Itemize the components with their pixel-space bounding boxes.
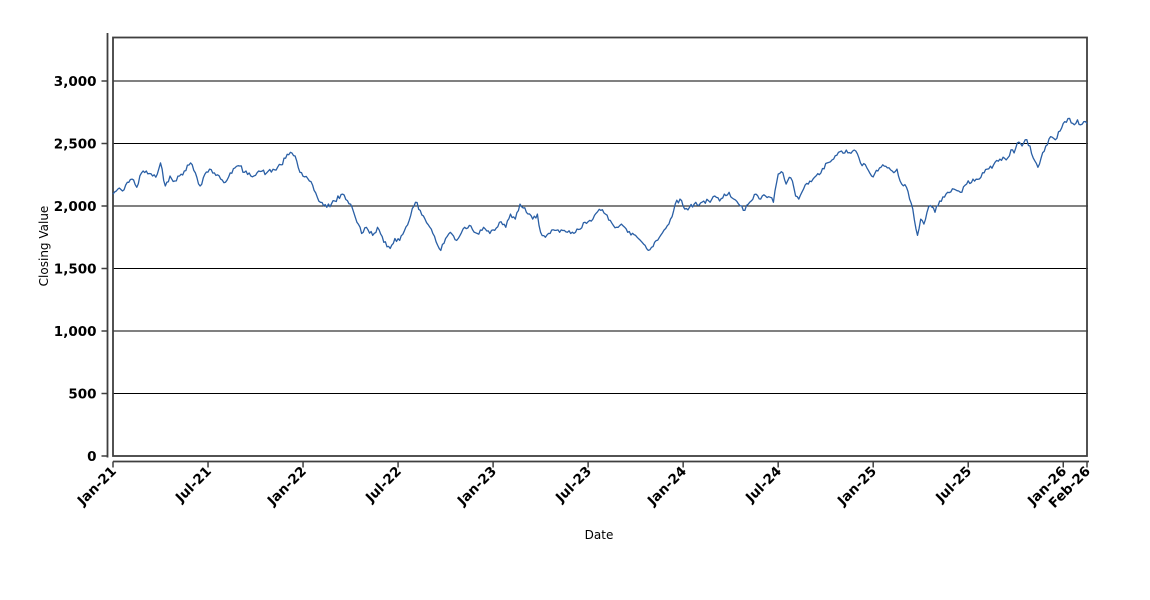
y-tick-label: 3,000 <box>54 74 97 90</box>
x-tick-label: Jan-24 <box>644 464 690 510</box>
closing-value-line <box>112 117 1088 252</box>
y-tick-label: 2,500 <box>54 137 97 153</box>
y-tick-label: 2,000 <box>54 199 97 215</box>
x-tick-label: Jan-21 <box>74 464 120 510</box>
x-tick-label: Jul-24 <box>742 464 785 507</box>
plot-frame <box>112 36 1088 457</box>
y-tick-label: 1,500 <box>54 262 97 278</box>
x-tick-label: Jul-22 <box>362 464 405 507</box>
x-tick-label: Jan-25 <box>834 464 880 510</box>
x-tick-label: Jul-23 <box>552 464 595 507</box>
y-tick-label: 1,000 <box>54 324 97 340</box>
y-tick-label: 0 <box>87 449 96 465</box>
x-tick-label: Jan-23 <box>454 464 500 510</box>
x-axis-title: Date <box>584 528 614 542</box>
x-tick-label: Jul-21 <box>172 464 215 507</box>
y-axis-title: Closing Value <box>37 205 51 287</box>
x-tick-label: Jan-22 <box>264 464 310 510</box>
y-tick-label: 500 <box>68 387 96 403</box>
x-tick-label: Jul-25 <box>932 464 975 507</box>
